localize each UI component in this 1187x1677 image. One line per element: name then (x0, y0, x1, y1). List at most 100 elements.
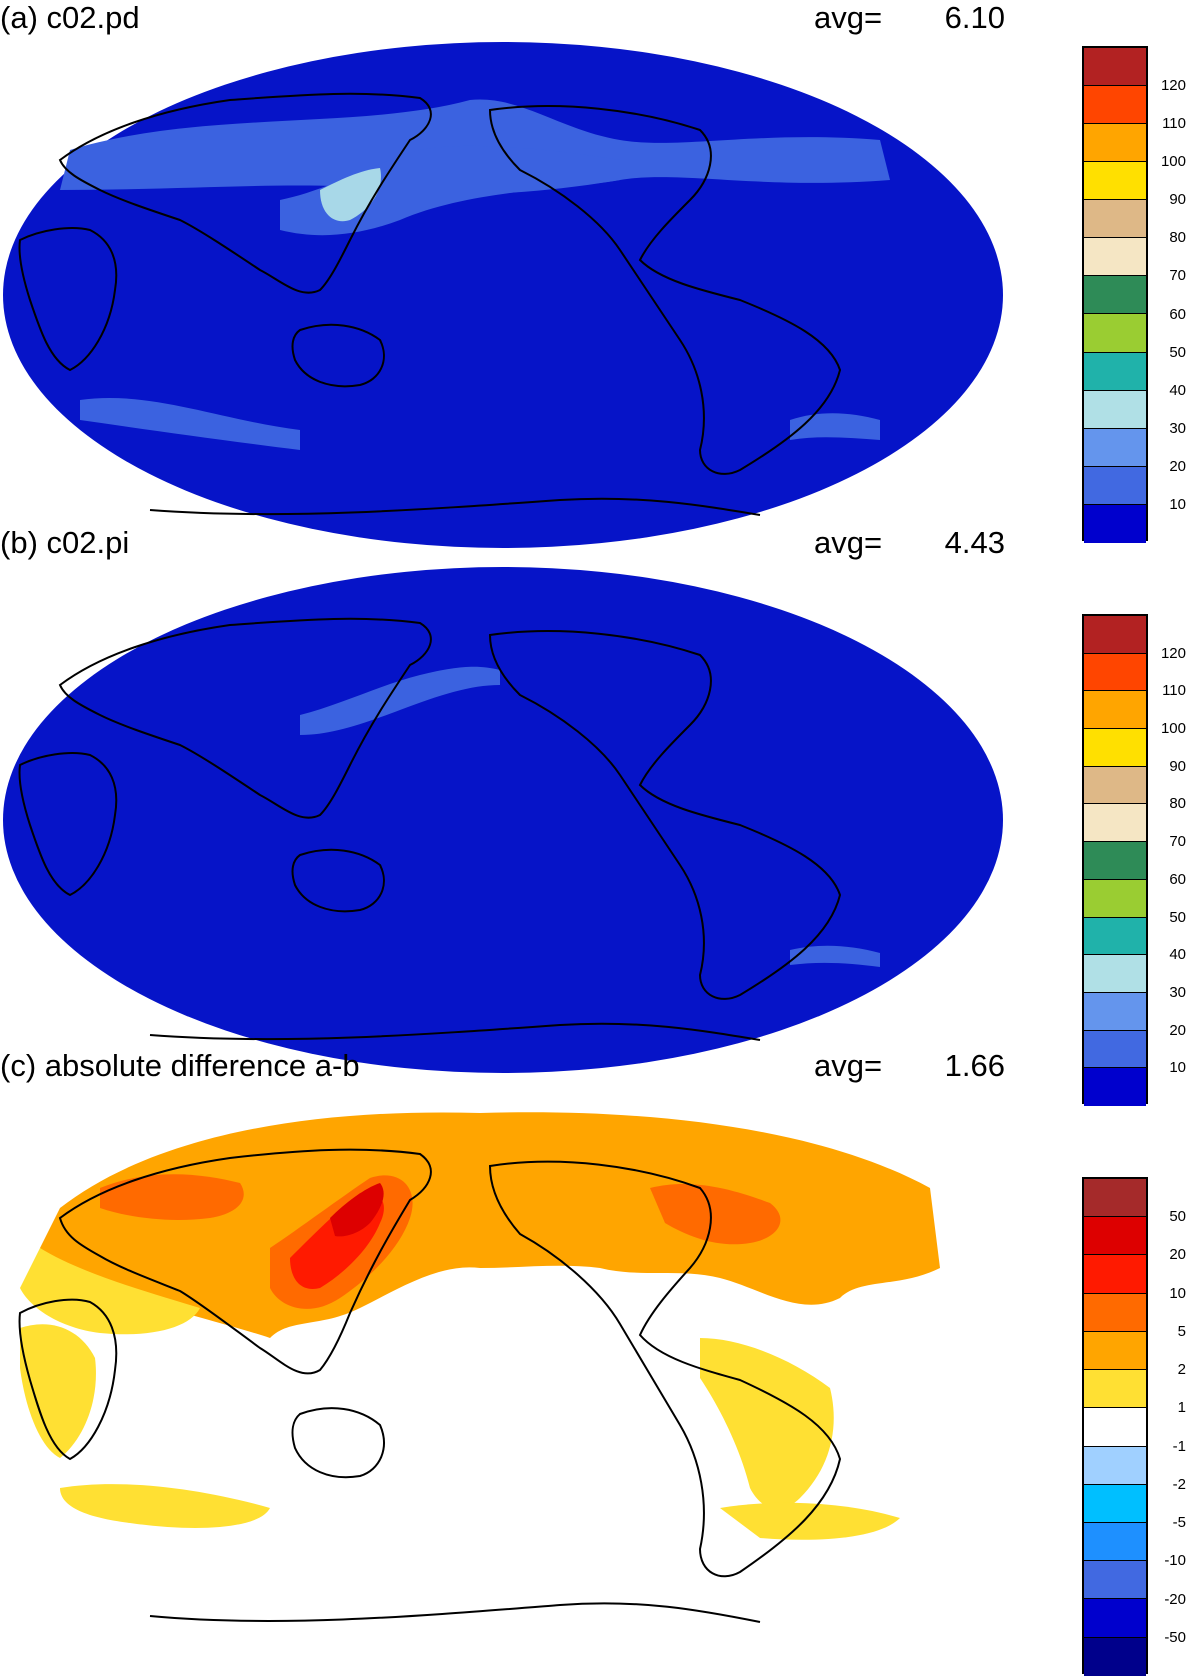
colorbar-cell (1084, 1179, 1146, 1218)
southern-yellow-east (720, 1502, 900, 1540)
avg-label: avg= (814, 525, 883, 560)
avg-value: 1.66 (944, 1048, 1005, 1083)
colorbar-label: 100 (1160, 720, 1186, 738)
north-america-orange (650, 1183, 781, 1245)
yellow-fringe-north (20, 1248, 200, 1335)
colorbar-label: 70 (1169, 267, 1186, 285)
coastlines (18, 617, 842, 1041)
colorbar-cell (1084, 1068, 1146, 1106)
colorbar-label: 50 (1169, 908, 1186, 926)
colorbar-label: -10 (1164, 1552, 1186, 1570)
panel-c: (c) absolute difference a-b avg= 1.66 (0, 1048, 1187, 1663)
south-america-yellow (700, 1338, 834, 1509)
colorbar-label: 50 (1169, 1208, 1186, 1226)
colorbar-cell (1084, 390, 1146, 429)
colorbar-cell (1084, 48, 1146, 87)
colorbar-label: 30 (1169, 419, 1186, 437)
southern-band-east (790, 413, 880, 440)
colorbar-b (1082, 614, 1148, 1106)
panel-title: (a) c02.pd (0, 0, 140, 35)
colorbar-cell (1084, 616, 1146, 654)
colorbar-cell (1084, 200, 1146, 239)
field-overlay (300, 666, 880, 967)
field-overlay (20, 1112, 940, 1540)
panel-title: (b) c02.pi (0, 525, 130, 560)
colorbar-cell (1084, 428, 1146, 467)
colorbar-cell (1084, 917, 1146, 956)
colorbar-label: 90 (1169, 191, 1186, 209)
colorbar-label: 2 (1177, 1361, 1186, 1379)
colorbar-label: 20 (1169, 1246, 1186, 1264)
colorbar-label: -1 (1172, 1437, 1186, 1455)
colorbar-cell (1084, 653, 1146, 692)
colorbar-label: 5 (1177, 1322, 1186, 1340)
colorbar-label: 10 (1169, 1284, 1186, 1302)
colorbar-label: 20 (1169, 457, 1186, 475)
panel-b: (b) c02.pi avg= 4.43 (0, 525, 1187, 1085)
colorbar-cell (1084, 124, 1146, 163)
colorbar-cell (1084, 1293, 1146, 1332)
colorbar-label: 40 (1169, 946, 1186, 964)
panel-title: (c) absolute difference a-b (0, 1048, 360, 1083)
colorbar-label: 30 (1169, 983, 1186, 1001)
coastlines (18, 1148, 842, 1623)
eurasia-orange-patch (100, 1174, 244, 1220)
colorbar-cell (1084, 879, 1146, 918)
southern-band (80, 397, 300, 450)
colorbar-label: 60 (1169, 870, 1186, 888)
colorbar-cell (1084, 955, 1146, 993)
colorbar-c (1082, 1177, 1148, 1676)
colorbar-label: 110 (1162, 115, 1186, 133)
colorbar-cell (1084, 1561, 1146, 1600)
colorbar-label: 20 (1169, 1021, 1186, 1039)
colorbar-label: 1 (1177, 1399, 1186, 1417)
colorbar-label: 110 (1162, 682, 1186, 700)
colorbar-a (1082, 46, 1148, 543)
colorbar-cell (1084, 804, 1146, 843)
colorbar-label: -5 (1172, 1514, 1186, 1532)
colorbar-cell (1084, 729, 1146, 767)
africa-yellow (20, 1324, 96, 1458)
map-a (3, 42, 1003, 548)
southern-patch (790, 945, 880, 967)
panel-a: (a) c02.pd avg= 6.10 (0, 0, 1187, 560)
colorbar-cell (1084, 1637, 1146, 1676)
colorbar-cell (1084, 314, 1146, 353)
japan-core (330, 1183, 384, 1237)
colorbar-label: -50 (1164, 1628, 1186, 1646)
colorbar-cell (1084, 1522, 1146, 1562)
coastlines (18, 92, 842, 516)
colorbar-cell (1084, 86, 1146, 125)
colorbar-cell (1084, 1370, 1146, 1409)
colorbar-cell (1084, 1446, 1146, 1485)
colorbar-cell (1084, 1217, 1146, 1256)
colorbar-label: 10 (1169, 495, 1186, 513)
colorbar-cell (1084, 1255, 1146, 1294)
colorbar-cell (1084, 1408, 1146, 1447)
colorbar-label: 90 (1169, 757, 1186, 775)
colorbar-label: 80 (1169, 795, 1186, 813)
avg-label: avg= (814, 0, 883, 35)
ocean-base (3, 567, 1003, 1073)
colorbar-cell (1084, 352, 1146, 391)
northern-orange-band (40, 1112, 940, 1338)
colorbar-cell (1084, 162, 1146, 201)
map-b (3, 567, 1003, 1073)
colorbar-cell (1084, 466, 1146, 505)
southern-yellow-band (60, 1484, 270, 1528)
colorbar-cell (1084, 504, 1146, 543)
japan-plume (320, 168, 381, 222)
colorbar-cell (1084, 1599, 1146, 1638)
avg-value: 4.43 (944, 525, 1005, 560)
colorbar-cell (1084, 276, 1146, 315)
avg-label: avg= (814, 1048, 883, 1083)
colorbar-cell (1084, 766, 1146, 805)
colorbar-label: 80 (1169, 229, 1186, 247)
colorbar-label: 70 (1169, 833, 1186, 851)
avg-value: 6.10 (944, 0, 1005, 35)
colorbar-label: 40 (1169, 381, 1186, 399)
colorbar-label: 60 (1169, 305, 1186, 323)
colorbar-label: 10 (1169, 1059, 1186, 1077)
colorbar-label: -20 (1164, 1590, 1186, 1608)
colorbar-label: 120 (1160, 77, 1186, 95)
